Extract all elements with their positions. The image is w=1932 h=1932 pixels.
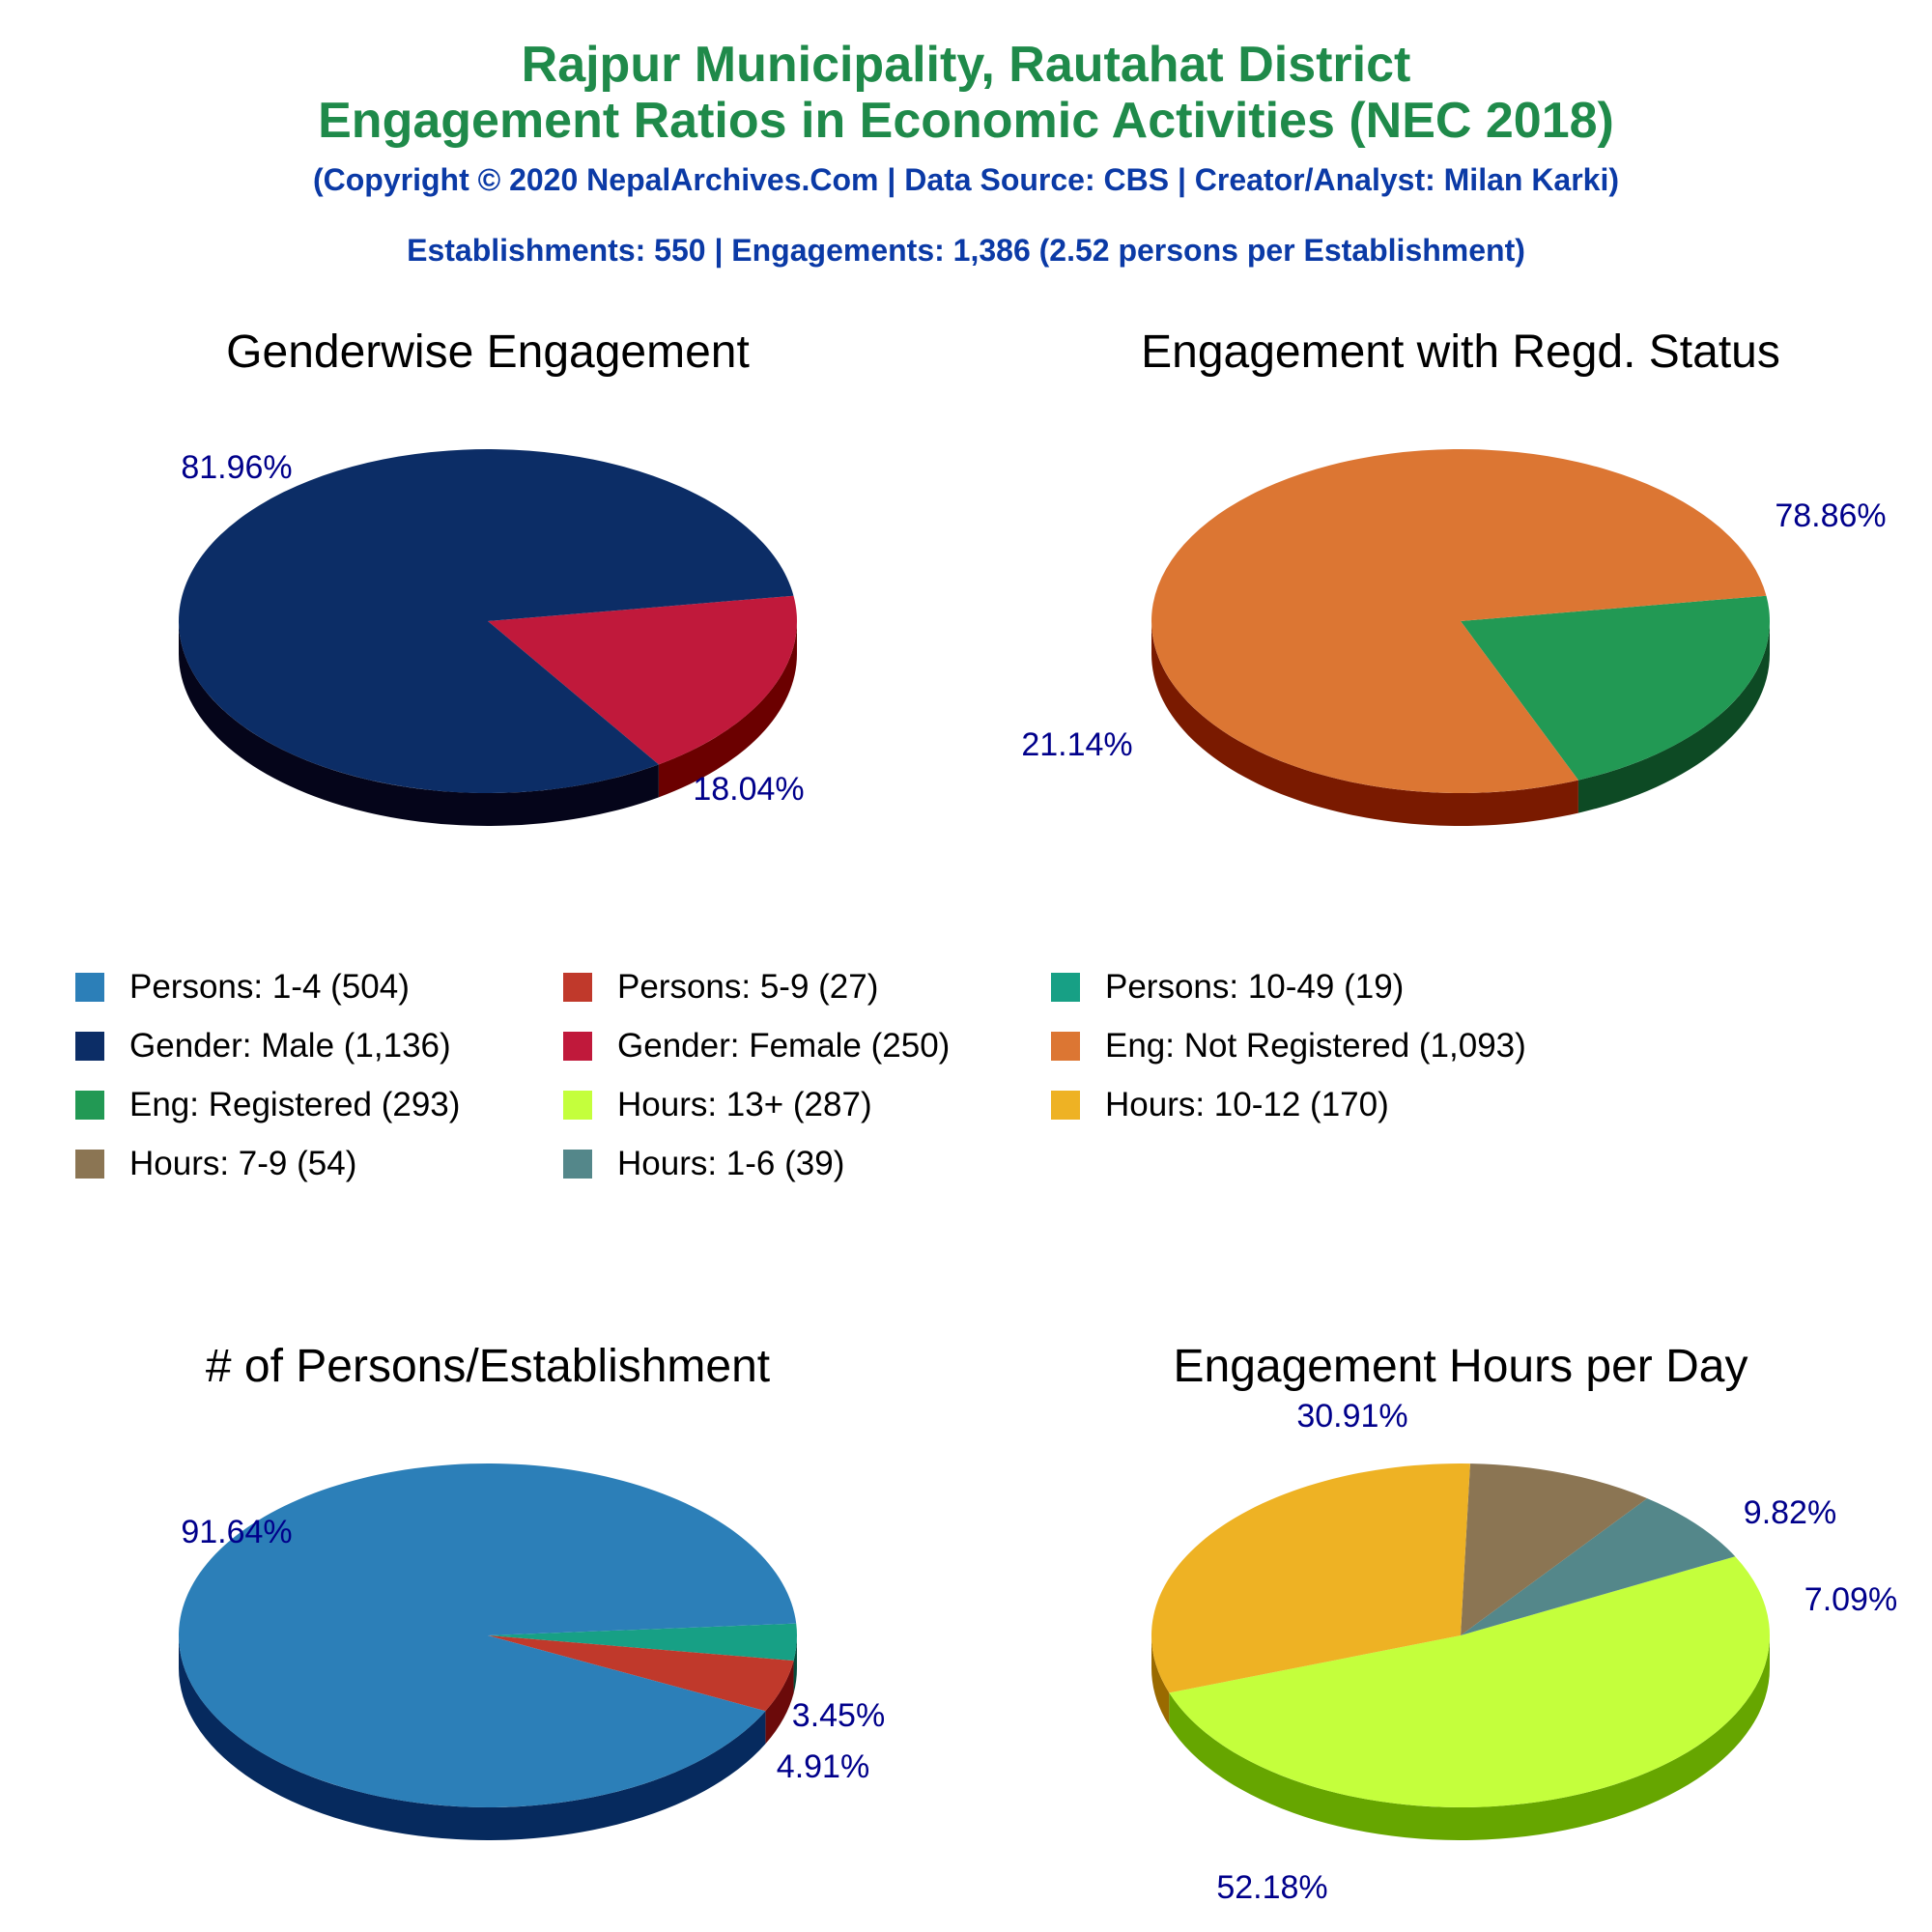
pie-slice-side — [658, 621, 797, 798]
pie-slice-side — [179, 1635, 766, 1841]
legend-label: Eng: Registered (293) — [129, 1086, 461, 1123]
legend-label: Hours: 13+ (287) — [617, 1086, 872, 1123]
pie-slice — [1461, 1463, 1648, 1635]
slice-percent-label: 4.91% — [777, 1748, 869, 1785]
legend-swatch — [1051, 1032, 1080, 1061]
summary-line: Establishments: 550 | Engagements: 1,386… — [407, 233, 1525, 268]
chart-title: Engagement with Regd. Status — [1141, 327, 1780, 378]
pie-chart: Engagement with Regd. Status 78.86% 21.14% — [1021, 327, 1887, 827]
legend-item: Hours: 1-6 (39) — [563, 1143, 844, 1185]
pie-slice-side — [765, 1661, 794, 1745]
pie-slice-side — [1169, 1635, 1770, 1840]
pie-chart: # of Persons/Establishment 91.64% 4.91% 3.4… — [179, 1341, 885, 1841]
legend-item: Persons: 10-49 (19) — [1051, 966, 1404, 1009]
legend-swatch — [563, 1032, 592, 1061]
legend-item: Persons: 5-9 (27) — [563, 966, 878, 1009]
legend-item: Eng: Not Registered (1,093) — [1051, 1025, 1526, 1067]
pie-slice — [488, 1623, 798, 1662]
slice-percent-label: 9.82% — [1744, 1494, 1836, 1531]
legend-swatch — [75, 973, 104, 1002]
legend-item: Eng: Registered (293) — [75, 1084, 460, 1126]
slice-percent-label: 30.91% — [1296, 1398, 1407, 1435]
chart-title: # of Persons/Establishment — [206, 1341, 770, 1392]
legend-swatch — [75, 1032, 104, 1061]
legend-item: Gender: Male (1,136) — [75, 1025, 451, 1067]
chart-title: Engagement Hours per Day — [1174, 1341, 1748, 1392]
pie-slice — [488, 595, 797, 765]
pie-slice — [1151, 1463, 1470, 1693]
legend-item: Hours: 7-9 (54) — [75, 1143, 356, 1185]
legend-label: Persons: 1-4 (504) — [129, 968, 410, 1006]
pie-slice — [488, 1635, 794, 1712]
legend-swatch — [1051, 1091, 1080, 1120]
pie-slice-side — [1151, 621, 1578, 827]
chart-header: Rajpur Municipality, Rautahat District E… — [0, 0, 1932, 269]
main-title-line2: Engagement Ratios in Economic Activities… — [318, 93, 1614, 149]
pie-slice — [1461, 1498, 1736, 1635]
pie-slice-side — [1577, 621, 1770, 813]
pie-slice — [1151, 448, 1767, 793]
copyright-note: (Copyright © 2020 NepalArchives.Com | Da… — [312, 162, 1620, 197]
slice-percent-label: 91.64% — [181, 1514, 292, 1550]
legend-item: Hours: 10-12 (170) — [1051, 1084, 1389, 1126]
chart-title: Genderwise Engagement — [226, 327, 750, 378]
pie-chart: Engagement Hours per Day 52.18% 30.91% 9.82… — [1151, 1341, 1897, 1906]
slice-percent-label: 81.96% — [181, 449, 292, 486]
pie-slice — [1169, 1556, 1770, 1807]
legend-swatch — [563, 1091, 592, 1120]
legend-label: Eng: Not Registered (1,093) — [1105, 1027, 1526, 1065]
pie-slice — [1461, 595, 1770, 781]
legend-label: Persons: 5-9 (27) — [617, 968, 879, 1006]
main-title-line1: Rajpur Municipality, Rautahat District — [521, 37, 1411, 93]
slice-percent-label: 52.18% — [1216, 1869, 1327, 1906]
pie-slice-side — [1151, 1635, 1170, 1726]
pie-chart: Genderwise Engagement 81.96% 18.04% — [178, 327, 805, 826]
legend-swatch — [563, 973, 592, 1002]
pie-slice — [179, 1463, 797, 1808]
legend-label: Hours: 10-12 (170) — [1105, 1086, 1389, 1123]
slice-percent-label: 21.14% — [1021, 726, 1132, 763]
legend-swatch — [75, 1091, 104, 1120]
legend-label: Hours: 1-6 (39) — [617, 1145, 845, 1182]
legend-item: Persons: 1-4 (504) — [75, 966, 410, 1009]
legend-swatch — [1051, 973, 1080, 1002]
slice-percent-label: 3.45% — [792, 1697, 885, 1734]
legend-label: Hours: 7-9 (54) — [129, 1145, 357, 1182]
legend-item: Gender: Female (250) — [563, 1025, 950, 1067]
legend-swatch — [563, 1150, 592, 1179]
legend-label: Gender: Male (1,136) — [129, 1027, 451, 1065]
slice-percent-label: 18.04% — [693, 771, 804, 808]
pie-slice-side — [793, 1635, 798, 1694]
legend-swatch — [75, 1150, 104, 1179]
pie-slice — [178, 449, 794, 793]
legend-label: Persons: 10-49 (19) — [1105, 968, 1405, 1006]
slice-percent-label: 78.86% — [1775, 497, 1886, 534]
legend-item: Hours: 13+ (287) — [563, 1084, 872, 1126]
legend-label: Gender: Female (250) — [617, 1027, 951, 1065]
slice-percent-label: 7.09% — [1804, 1581, 1897, 1618]
pie-slice-side — [179, 621, 659, 826]
